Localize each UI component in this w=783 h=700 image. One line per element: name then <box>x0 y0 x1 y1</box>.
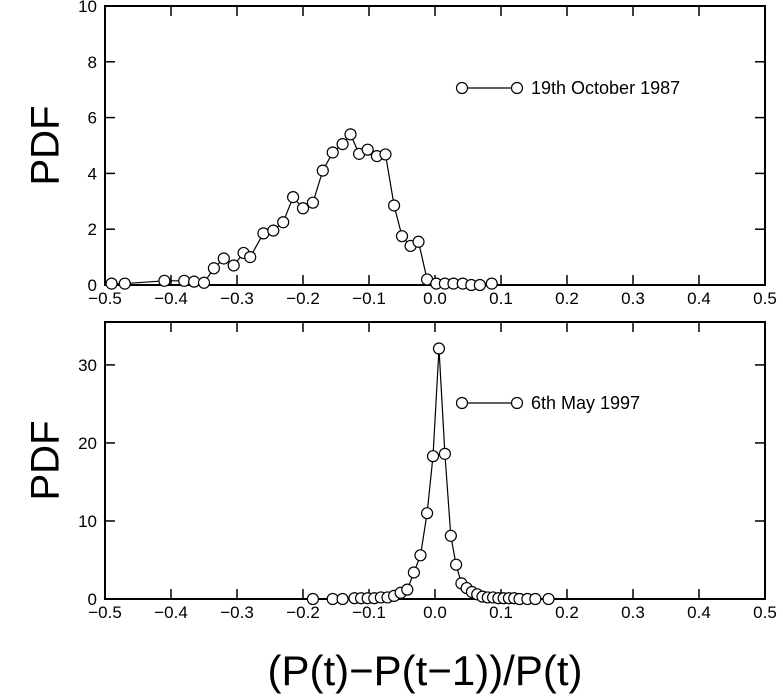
x-tick-label: 0.5 <box>753 289 777 308</box>
data-point <box>296 202 310 215</box>
x-tick-label: 0.5 <box>753 603 777 622</box>
legend-label: 6th May 1997 <box>531 393 640 413</box>
x-tick-label: −0.4 <box>154 289 188 308</box>
data-point <box>217 252 230 265</box>
data-point <box>188 275 201 288</box>
data-point <box>227 259 240 272</box>
x-tick-label: −0.1 <box>352 603 386 622</box>
y-tick-label: 10 <box>78 512 97 531</box>
data-point <box>426 450 440 463</box>
data-point <box>267 224 280 237</box>
data-point <box>277 216 290 229</box>
y-tick-label: 0 <box>88 590 97 609</box>
x-tick-label: −0.5 <box>88 603 122 622</box>
x-tick-label: 0.0 <box>423 289 447 308</box>
legend-label: 19th October 1987 <box>531 78 680 98</box>
x-tick-label: −0.2 <box>286 289 320 308</box>
y-tick-label: 30 <box>78 356 97 375</box>
y-tick-label: 4 <box>88 164 97 183</box>
x-tick-label: 0.4 <box>687 289 711 308</box>
data-point <box>306 592 319 606</box>
data-point <box>105 277 118 290</box>
data-point <box>473 278 486 292</box>
data-point <box>407 566 420 579</box>
data-point <box>438 447 451 460</box>
data-point <box>197 276 211 289</box>
legend-marker <box>510 81 524 95</box>
data-point <box>361 143 374 156</box>
x-tick-label: 0.0 <box>423 603 447 622</box>
data-point <box>257 227 270 240</box>
legend-marker <box>455 396 469 410</box>
y-tick-label: 20 <box>78 434 97 453</box>
data-point <box>379 148 392 161</box>
x-tick-label: 0.2 <box>555 289 579 308</box>
data-point <box>401 583 414 596</box>
y-tick-label: 6 <box>88 109 97 128</box>
plot-frame <box>104 5 766 286</box>
data-point <box>412 235 425 248</box>
x-tick-label: 0.2 <box>555 603 579 622</box>
x-tick-label: −0.3 <box>220 603 254 622</box>
data-point <box>414 549 427 562</box>
data-point <box>529 592 542 606</box>
data-point <box>432 342 446 355</box>
x-tick-label: 0.3 <box>621 289 645 308</box>
x-tick-label: −0.5 <box>88 289 122 308</box>
data-point <box>444 529 457 542</box>
data-point <box>158 274 171 287</box>
data-point <box>306 196 319 209</box>
y-tick-label: 10 <box>78 0 97 16</box>
data-point <box>395 230 409 243</box>
panel-bottom-chart: −0.5 −0.4 −0.3 −0.2 −0.1 0.0 0.1 0.2 0.3 0.4 0.5 0 1… <box>24 321 777 622</box>
y-axis-label: PDF <box>24 421 68 501</box>
series-line <box>312 348 549 600</box>
x-tick-label: −0.1 <box>352 289 386 308</box>
data-point <box>344 128 357 141</box>
y-tick-label: 0 <box>88 276 97 295</box>
data-point <box>485 277 498 290</box>
panel-top-chart: −0.5 −0.4 −0.3 −0.2 −0.1 0.0 0.1 0.2 0.3 0.4 0.5 0 2… <box>24 0 777 308</box>
x-tick-label: −0.4 <box>154 603 188 622</box>
legend-marker <box>455 81 469 95</box>
data-point <box>326 146 339 159</box>
x-tick-label: −0.3 <box>220 289 254 308</box>
x-tick-label: −0.2 <box>286 603 320 622</box>
data-point <box>336 138 349 151</box>
data-point <box>387 199 401 212</box>
y-tick-label: 8 <box>88 53 97 72</box>
x-tick-label: 0.4 <box>687 603 711 622</box>
data-point <box>336 592 349 606</box>
data-point <box>542 592 555 606</box>
data-point <box>450 558 463 571</box>
data-point <box>420 507 434 520</box>
data-point <box>207 262 220 275</box>
data-point <box>316 164 329 177</box>
legend-marker <box>510 396 524 410</box>
x-tick-label: 0.1 <box>489 289 513 308</box>
data-point <box>244 251 257 264</box>
data-point <box>178 274 191 287</box>
data-point <box>287 191 300 204</box>
y-axis-label: PDF <box>24 106 68 186</box>
y-tick-label: 2 <box>88 220 97 239</box>
data-point <box>118 277 131 290</box>
x-axis-label: (P(t)−P(t−1))/P(t) <box>267 647 582 694</box>
x-tick-label: 0.3 <box>621 603 645 622</box>
x-tick-label: 0.1 <box>489 603 513 622</box>
